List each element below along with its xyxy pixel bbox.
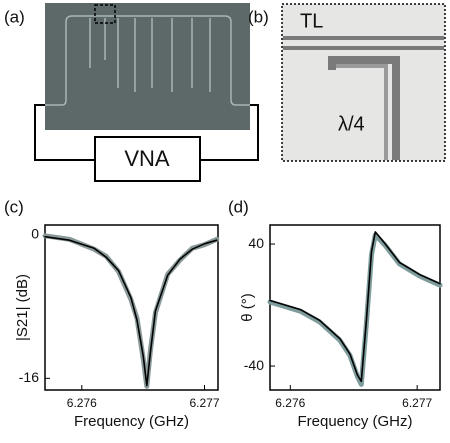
x-tick-label: 6.277 xyxy=(402,396,432,410)
panel-label: (b) xyxy=(248,7,269,26)
plot-frame xyxy=(44,224,219,391)
chip-photo xyxy=(45,3,250,130)
plot-frame xyxy=(269,224,441,391)
resonator-label: λ/4 xyxy=(338,113,365,135)
chip-lines xyxy=(45,15,250,106)
wiring xyxy=(34,104,259,161)
y-axis-label: θ (°) xyxy=(239,293,256,322)
x-tick-label: 6.276 xyxy=(275,396,305,410)
x-axis-label: Frequency (GHz) xyxy=(297,413,412,430)
panel-label: (d) xyxy=(228,197,249,216)
x-tick-label: 6.276 xyxy=(67,396,97,410)
fit-curve xyxy=(269,231,441,383)
panel-label: (a) xyxy=(4,7,25,26)
x-axis-label: Frequency (GHz) xyxy=(74,413,189,430)
y-tick-label: 0 xyxy=(31,226,39,242)
tl-label: TL xyxy=(300,10,323,32)
y-tick-label: 40 xyxy=(248,235,264,251)
micro-features xyxy=(283,36,444,160)
y-tick-label: -16 xyxy=(19,369,39,385)
measured-curve xyxy=(267,232,443,387)
micrograph xyxy=(281,3,446,162)
zoom-box xyxy=(94,4,116,24)
panel-label: (c) xyxy=(4,197,24,216)
x-tick-label: 6.277 xyxy=(189,396,219,410)
vna-box xyxy=(94,136,201,182)
y-tick-label: -40 xyxy=(244,357,264,373)
fit-curve xyxy=(44,235,218,387)
vna-label: VNA xyxy=(124,146,170,171)
y-axis-label: |S21| (dB) xyxy=(14,274,31,341)
measured-curve xyxy=(42,233,220,389)
